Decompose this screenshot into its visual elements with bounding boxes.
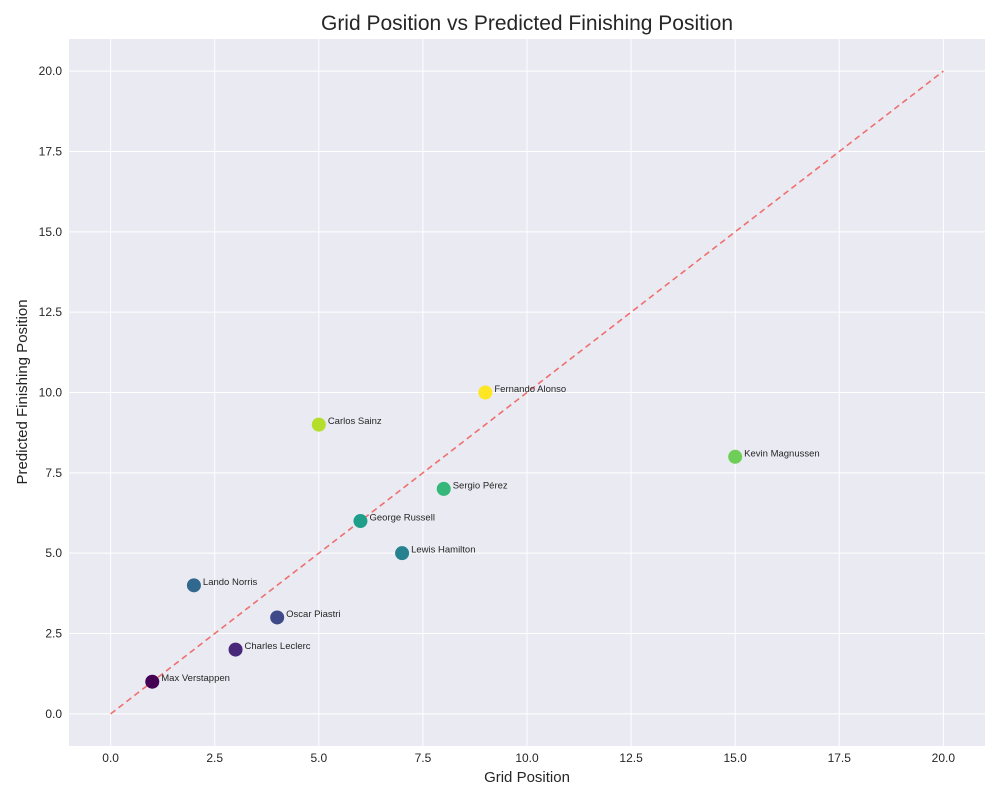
- y-tick-label: 5.0: [45, 546, 62, 560]
- data-point: [186, 578, 201, 593]
- data-point: [270, 610, 285, 625]
- x-tick-label: 7.5: [415, 751, 432, 765]
- y-tick-label: 7.5: [45, 466, 62, 480]
- data-point: [228, 642, 243, 657]
- data-point: [353, 514, 368, 529]
- data-point-label: Charles Leclerc: [245, 641, 311, 652]
- data-point: [478, 385, 493, 400]
- data-point-label: Carlos Sainz: [328, 416, 382, 427]
- points-layer: [145, 385, 743, 689]
- data-point: [436, 481, 451, 496]
- x-tick-label: 2.5: [206, 751, 223, 765]
- data-point-label: Kevin Magnussen: [744, 448, 820, 459]
- data-point-label: Oscar Piastri: [286, 609, 340, 620]
- x-tick-label: 17.5: [828, 751, 852, 765]
- data-point-label: Lando Norris: [203, 577, 258, 588]
- data-point-label: Lewis Hamilton: [411, 545, 475, 556]
- x-axis-label: Grid Position: [484, 769, 570, 786]
- data-point: [728, 449, 743, 464]
- y-tick-label: 2.5: [45, 627, 62, 641]
- y-tick-label: 0.0: [45, 707, 62, 721]
- reference-line-layer: [110, 70, 944, 715]
- tick-labels-layer: 0.0 2.5 5.0 7.5 10.0 12.5 15.0 17.5 20.0 0.0 2.5 5.…: [39, 64, 956, 765]
- chart-title: Grid Position vs Predicted Finishing Pos…: [321, 12, 733, 35]
- data-point-label: Max Verstappen: [161, 673, 230, 684]
- x-tick-label: 12.5: [619, 751, 643, 765]
- data-point: [145, 674, 160, 689]
- x-tick-label: 0.0: [102, 751, 119, 765]
- y-tick-label: 20.0: [39, 64, 63, 78]
- data-point: [311, 417, 326, 432]
- y-axis-label: Predicted Finishing Position: [14, 299, 31, 484]
- y-tick-label: 12.5: [39, 305, 63, 319]
- x-tick-label: 20.0: [932, 751, 956, 765]
- data-point-label: Sergio Pérez: [453, 480, 508, 491]
- reference-line: [110, 70, 944, 715]
- x-tick-label: 10.0: [515, 751, 539, 765]
- data-point: [395, 546, 410, 561]
- data-point-label: George Russell: [369, 513, 434, 524]
- x-tick-label: 5.0: [310, 751, 327, 765]
- point-labels-layer: Max Verstappen Lando Norris Charles Lecler…: [161, 384, 819, 684]
- y-tick-label: 17.5: [39, 144, 63, 158]
- data-point-label: Fernando Alonso: [494, 384, 566, 395]
- y-tick-label: 10.0: [39, 386, 63, 400]
- y-tick-label: 15.0: [39, 225, 63, 239]
- x-tick-label: 15.0: [724, 751, 748, 765]
